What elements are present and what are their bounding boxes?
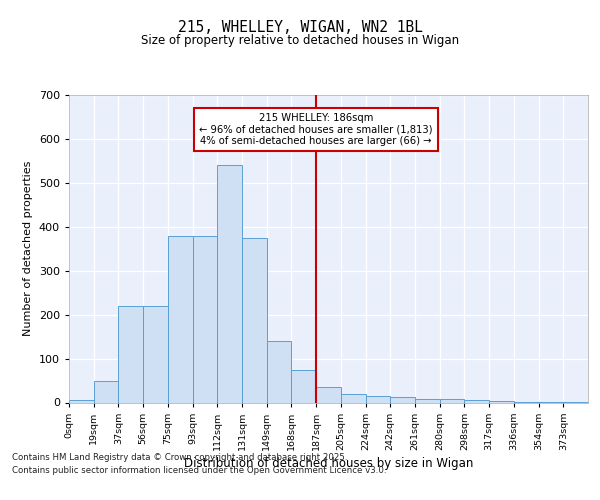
Bar (118, 306, 143, 402)
Text: Contains HM Land Registry data © Crown copyright and database right 2025.: Contains HM Land Registry data © Crown c… (12, 454, 347, 462)
Bar (193, 236, 217, 402)
Bar (242, 238, 267, 402)
Bar (267, 341, 292, 402)
Bar (292, 370, 316, 402)
Bar (415, 399, 440, 402)
Bar (69, 400, 94, 402)
Bar (489, 401, 514, 402)
Bar (464, 400, 489, 402)
Text: Size of property relative to detached houses in Wigan: Size of property relative to detached ho… (141, 34, 459, 47)
X-axis label: Distribution of detached houses by size in Wigan: Distribution of detached houses by size … (184, 457, 473, 470)
Bar (316, 387, 341, 402)
Y-axis label: Number of detached properties: Number of detached properties (23, 161, 33, 336)
Text: Contains public sector information licensed under the Open Government Licence v3: Contains public sector information licen… (12, 466, 386, 475)
Bar (440, 399, 464, 402)
Bar (390, 397, 415, 402)
Bar (341, 394, 365, 402)
Bar (365, 396, 390, 402)
Bar (168, 236, 193, 402)
Text: 215 WHELLEY: 186sqm
← 96% of detached houses are smaller (1,813)
4% of semi-deta: 215 WHELLEY: 186sqm ← 96% of detached ho… (199, 112, 433, 146)
Bar (217, 166, 242, 402)
Bar (143, 306, 168, 402)
Bar (94, 380, 118, 402)
Text: 215, WHELLEY, WIGAN, WN2 1BL: 215, WHELLEY, WIGAN, WN2 1BL (178, 20, 422, 35)
